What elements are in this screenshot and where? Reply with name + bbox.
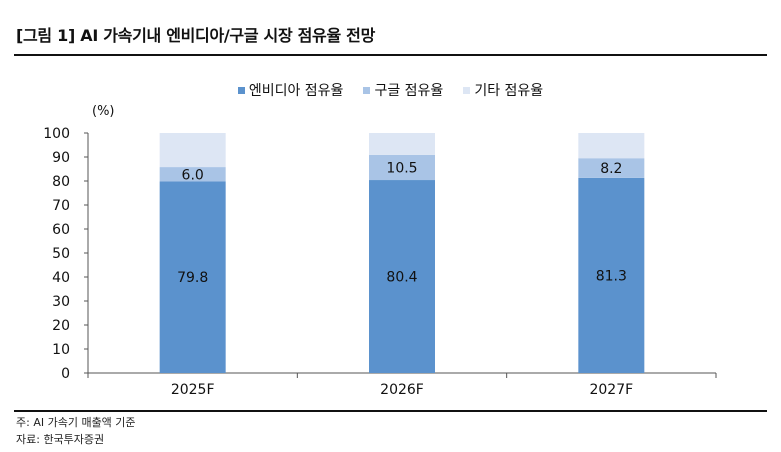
footer-divider	[14, 410, 767, 412]
bar-nvidia-2027F	[578, 177, 645, 373]
y-tick-label: 40	[52, 270, 70, 286]
chart-legend: 엔비디아 점유율 구글 점유율 기타 점유율	[0, 80, 781, 100]
y-tick-label: 90	[52, 150, 70, 166]
legend-label-google: 구글 점유율	[374, 83, 444, 99]
bar-google-2025F	[159, 167, 226, 182]
x-tick-label: 2025F	[171, 382, 215, 398]
legend-swatch-google	[363, 86, 371, 94]
data-label-nvidia-2027F: 81.3	[596, 268, 627, 284]
data-label-google-2025F: 6.0	[182, 167, 204, 183]
legend-item-google: 구글 점유율	[363, 80, 443, 100]
bar-other-2025F	[159, 133, 226, 168]
y-tick-label: 100	[43, 126, 70, 142]
legend-swatch-other	[463, 86, 471, 94]
y-tick-label: 60	[52, 222, 70, 238]
bar-other-2027F	[578, 133, 645, 159]
bar-google-2027F	[578, 158, 645, 178]
x-tick-label: 2027F	[589, 382, 633, 398]
data-label-nvidia-2026F: 80.4	[386, 270, 417, 286]
y-tick-label: 50	[52, 246, 70, 262]
legend-item-other: 기타 점유율	[463, 80, 543, 100]
bar-nvidia-2025F	[159, 181, 226, 373]
chart-title: [그림 1] AI 가속기내 엔비디아/구글 시장 점유율 전망	[16, 26, 376, 45]
bar-google-2026F	[369, 154, 435, 181]
y-axis-unit: (%)	[92, 104, 115, 119]
y-tick-label: 20	[52, 318, 70, 334]
y-tick-label: 80	[52, 174, 70, 190]
data-label-google-2026F: 10.5	[386, 160, 417, 176]
legend-label-nvidia: 엔비디아 점유율	[248, 83, 344, 99]
basis-note: 주: AI 가속기 매출액 기준	[16, 416, 136, 429]
data-label-google-2027F: 8.2	[600, 161, 622, 177]
y-tick-label: 10	[52, 342, 70, 358]
data-label-nvidia-2025F: 79.8	[177, 270, 208, 286]
legend-swatch-nvidia	[237, 86, 245, 94]
title-divider	[14, 54, 767, 56]
y-tick-label: 70	[52, 198, 70, 214]
source-note: 자료: 한국투자증권	[16, 433, 105, 446]
y-tick-label: 30	[52, 294, 70, 310]
legend-item-nvidia: 엔비디아 점유율	[237, 80, 344, 100]
bar-nvidia-2026F	[369, 180, 435, 373]
legend-label-other: 기타 점유율	[474, 83, 544, 99]
bar-other-2026F	[369, 133, 435, 155]
y-tick-label: 0	[61, 366, 70, 382]
x-tick-label: 2026F	[380, 382, 424, 398]
